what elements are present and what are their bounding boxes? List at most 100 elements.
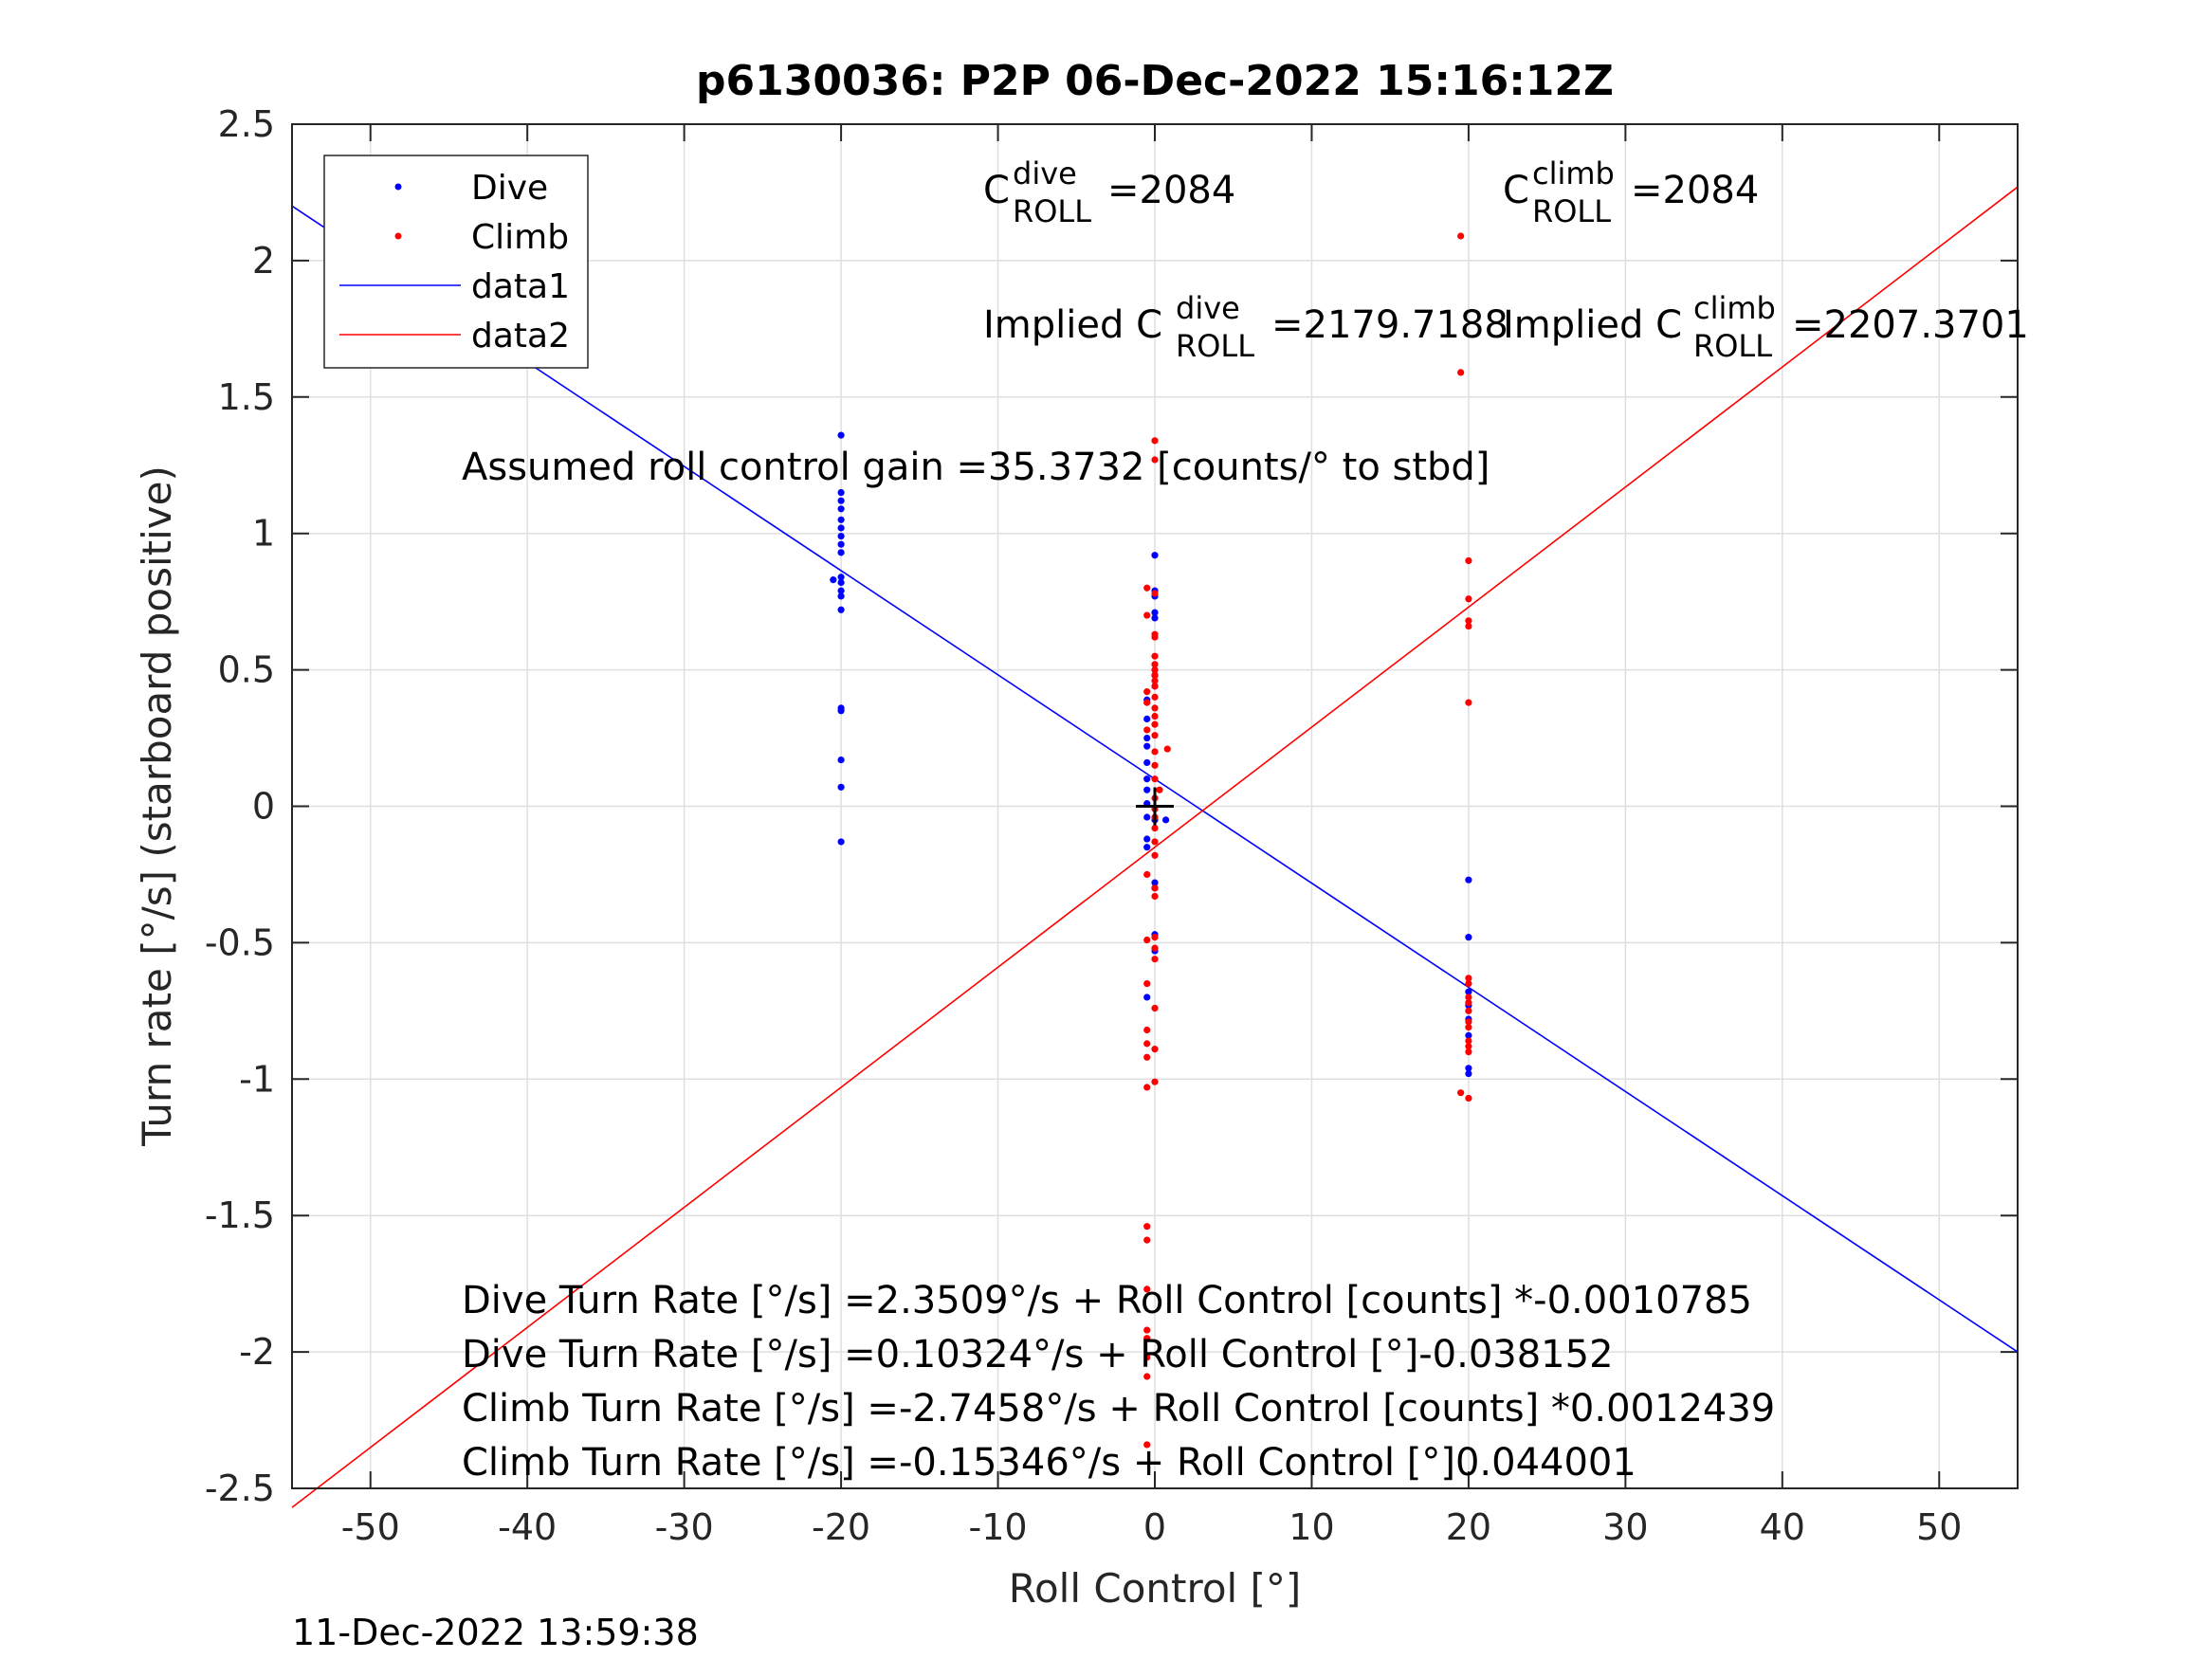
c-dive-annotation: C dive ROLL =2084 (983, 155, 1235, 229)
dive-point (830, 576, 837, 584)
x-tick-label: -40 (498, 1506, 557, 1548)
dive-point (1143, 758, 1151, 767)
climb-point (1465, 975, 1472, 982)
timestamp: 11-Dec-2022 13:59:38 (292, 1612, 699, 1653)
climb-point (1151, 761, 1159, 769)
climb-point (1143, 936, 1151, 944)
dive-point (1465, 1031, 1472, 1039)
climb-point (1151, 677, 1159, 684)
climb-point (1151, 693, 1159, 701)
dive-point (837, 505, 845, 513)
dive-point (837, 524, 845, 532)
dive-point (837, 756, 845, 764)
climb-point (1143, 979, 1151, 988)
climb-point (1151, 775, 1159, 783)
x-tick-label: -20 (812, 1506, 870, 1548)
climb-point (1143, 1373, 1151, 1380)
climb-point (1143, 1335, 1151, 1342)
climb-point (1143, 1053, 1151, 1061)
y-tick-label: 1 (252, 513, 275, 555)
legend-dive-marker (394, 183, 402, 191)
origin-marker (1136, 787, 1174, 826)
climb-point (1151, 732, 1159, 739)
c-climb-base: C (1503, 169, 1529, 212)
climb-point (1151, 590, 1159, 597)
implied-dive-prefix: Implied C (983, 303, 1162, 347)
climb-point (1151, 683, 1159, 690)
climb-point (1151, 838, 1159, 846)
climb-point (1465, 1007, 1472, 1014)
legend-climb-marker (394, 232, 402, 240)
equation-climb-degrees: Climb Turn Rate [°/s] =-0.15346°/s + Rol… (462, 1441, 1636, 1485)
y-tick-label: 2.5 (218, 103, 275, 145)
climb-point (1151, 824, 1159, 832)
climb-point (1465, 1037, 1472, 1045)
climb-point (1465, 622, 1472, 630)
climb-point (1151, 633, 1159, 641)
dive-point (837, 516, 845, 523)
climb-point (1151, 1078, 1159, 1085)
dive-point (837, 549, 845, 556)
climb-point (1457, 232, 1465, 240)
dive-point (1151, 609, 1159, 616)
y-tick-label: 0.5 (218, 649, 275, 691)
climb-point (1143, 699, 1151, 706)
climb-point (1143, 1326, 1151, 1334)
climb-point (1151, 666, 1159, 674)
x-axis-label: Roll Control [°] (1009, 1565, 1302, 1612)
x-tick-label: 10 (1289, 1506, 1334, 1548)
climb-point (1465, 1094, 1472, 1103)
dive-point (1161, 816, 1170, 824)
climb-point (1143, 584, 1151, 592)
dive-point (1151, 614, 1159, 622)
climb-point (1156, 786, 1163, 793)
dive-point (1151, 552, 1159, 559)
dive-point (837, 488, 845, 497)
climb-point (1465, 999, 1472, 1007)
implied-climb-prefix: Implied C (1503, 303, 1682, 347)
climb-point (1465, 994, 1472, 1001)
y-tick-label: -2 (239, 1331, 275, 1373)
equation-dive-degrees: Dive Turn Rate [°/s] =0.10324°/s + Roll … (462, 1333, 1614, 1376)
climb-point (1143, 688, 1151, 696)
climb-point (1151, 934, 1159, 941)
implied-dive-sub: ROLL (1176, 328, 1254, 364)
dive-point (1143, 734, 1151, 742)
c-climb-value: =2084 (1631, 169, 1759, 212)
dive-point (1143, 742, 1151, 750)
climb-point (1143, 1223, 1151, 1231)
implied-climb-sup: climb (1693, 290, 1776, 326)
implied-climb-sub: ROLL (1693, 328, 1772, 364)
climb-point (1151, 704, 1159, 712)
y-tick-label: 1.5 (218, 376, 275, 418)
dive-point (837, 540, 845, 548)
x-tick-label: 20 (1446, 1506, 1491, 1548)
climb-point (1465, 979, 1472, 988)
climb-point (1163, 745, 1171, 753)
legend-data2-label: data2 (471, 317, 570, 356)
climb-point (1143, 611, 1151, 619)
climb-point (1143, 1236, 1151, 1244)
c-dive-sub: ROLL (1013, 193, 1091, 229)
dive-point (837, 587, 845, 594)
climb-point (1143, 1026, 1151, 1034)
climb-point (1151, 456, 1159, 464)
annotations: C dive ROLL =2084 C climb ROLL =2084 Imp… (462, 155, 2029, 1485)
climb-point (1143, 1441, 1151, 1449)
dive-point (1143, 813, 1151, 821)
climb-point (1465, 1024, 1472, 1031)
x-tick-label: 30 (1602, 1506, 1648, 1548)
climb-point (1465, 699, 1472, 706)
dive-point (837, 497, 845, 504)
climb-point (1151, 884, 1159, 892)
climb-point (1143, 726, 1151, 734)
climb-point (1151, 851, 1159, 859)
climb-point (1143, 870, 1151, 879)
dive-point (837, 532, 845, 540)
legend-climb-label: Climb (471, 218, 569, 257)
climb-point (1151, 661, 1159, 668)
x-tick-label: 0 (1143, 1506, 1166, 1548)
climb-point (1465, 595, 1472, 603)
climb-point (1151, 671, 1159, 679)
